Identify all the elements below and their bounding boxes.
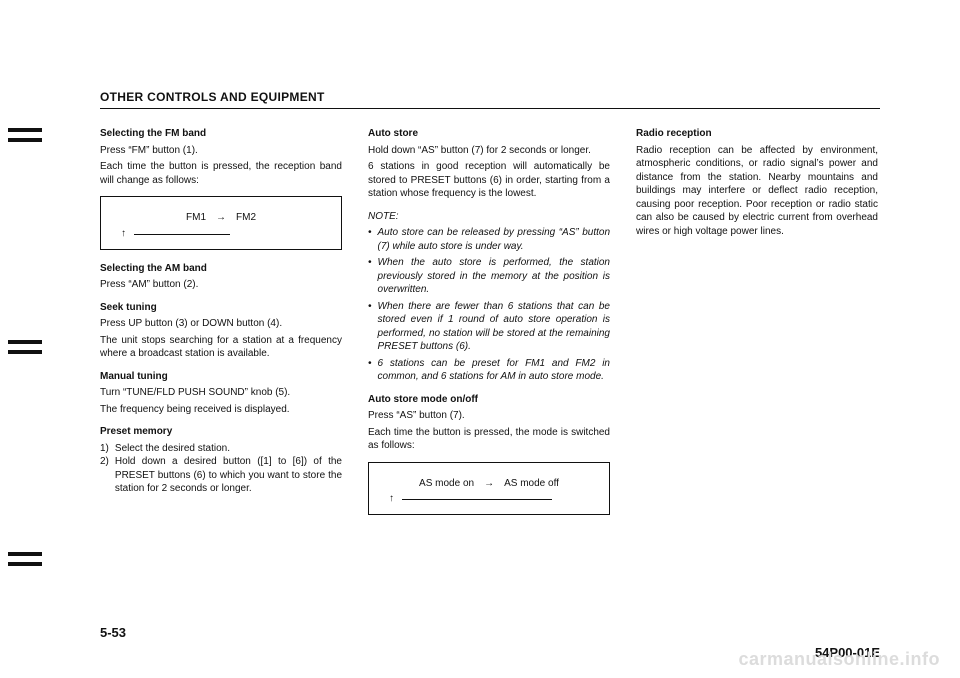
watermark: carmanualsonline.info bbox=[738, 649, 940, 670]
bullet-icon: • bbox=[368, 300, 372, 354]
note-text: When there are fewer than 6 stations tha… bbox=[378, 300, 610, 354]
note-text: When the auto store is performed, the st… bbox=[378, 256, 610, 297]
asmode-cycle-box: AS mode on → AS mode off ↑ bbox=[368, 462, 610, 516]
text: Press UP button (3) or DOWN button (4). bbox=[100, 317, 342, 331]
preset-steps: 1) Select the desired station. 2)Hold dow… bbox=[100, 442, 342, 496]
fm-cycle-row: FM1 → FM2 bbox=[113, 211, 329, 225]
text: Press “FM” button (1). bbox=[100, 144, 342, 158]
list-item: 1) Select the desired station. bbox=[100, 442, 342, 456]
binder-mark bbox=[8, 350, 42, 354]
binder-mark bbox=[8, 128, 42, 132]
text: Press “AS” button (7). bbox=[368, 409, 610, 423]
arrow-up-icon: ↑ bbox=[389, 494, 394, 504]
loop-arrow: ↑ bbox=[113, 229, 329, 239]
page-number: 5-53 bbox=[100, 625, 126, 640]
heading-seek: Seek tuning bbox=[100, 302, 157, 313]
bullet-icon: • bbox=[368, 226, 372, 253]
binder-mark bbox=[8, 562, 42, 566]
text: Turn “TUNE/FLD PUSH SOUND” knob (5). bbox=[100, 386, 342, 400]
heading-radio-reception: Radio reception bbox=[636, 128, 712, 139]
heading-fm-band: Selecting the FM band bbox=[100, 128, 206, 139]
binder-marks-top bbox=[8, 128, 42, 142]
binder-mark bbox=[8, 552, 42, 556]
step-text: Hold down a desired button ([1] to [6]) … bbox=[115, 455, 342, 496]
heading-manual: Manual tuning bbox=[100, 371, 168, 382]
list-item: •Auto store can be released by pressing … bbox=[368, 226, 610, 253]
loop-line bbox=[402, 494, 552, 500]
text: Radio reception can be affected by envir… bbox=[636, 144, 878, 239]
fm-cycle-box: FM1 → FM2 ↑ bbox=[100, 196, 342, 250]
column-1: Selecting the FM band Press “FM” button … bbox=[100, 127, 342, 527]
text: 6 stations in good reception will automa… bbox=[368, 160, 610, 201]
loop-line bbox=[134, 229, 230, 235]
text: The unit stops searching for a station a… bbox=[100, 334, 342, 361]
arrow-right-icon: → bbox=[216, 211, 226, 225]
heading-am-band: Selecting the AM band bbox=[100, 263, 207, 274]
list-item: •6 stations can be preset for FM1 and FM… bbox=[368, 357, 610, 384]
asmode-off-label: AS mode off bbox=[504, 477, 559, 491]
text: Each time the button is pressed, the rec… bbox=[100, 160, 342, 187]
step-number: 1) bbox=[100, 442, 109, 456]
bullet-icon: • bbox=[368, 357, 372, 384]
note-list: •Auto store can be released by pressing … bbox=[368, 226, 610, 384]
note-label: NOTE: bbox=[368, 210, 610, 224]
column-2: Auto store Hold down “AS” button (7) for… bbox=[368, 127, 610, 527]
fm1-label: FM1 bbox=[186, 211, 206, 225]
page-body: OTHER CONTROLS AND EQUIPMENT Selecting t… bbox=[100, 90, 880, 618]
text: Each time the button is pressed, the mod… bbox=[368, 426, 610, 453]
arrow-up-icon: ↑ bbox=[121, 229, 126, 239]
step-text: Select the desired station. bbox=[115, 442, 230, 456]
fm2-label: FM2 bbox=[236, 211, 256, 225]
column-3: Radio reception Radio reception can be a… bbox=[636, 127, 878, 527]
list-item: •When the auto store is performed, the s… bbox=[368, 256, 610, 297]
heading-asmode: Auto store mode on/off bbox=[368, 394, 478, 405]
text: Press “AM” button (2). bbox=[100, 278, 342, 292]
text: Hold down “AS” button (7) for 2 seconds … bbox=[368, 144, 610, 158]
note-text: Auto store can be released by pressing “… bbox=[378, 226, 610, 253]
arrow-right-icon: → bbox=[484, 477, 494, 491]
section-header: OTHER CONTROLS AND EQUIPMENT bbox=[100, 90, 880, 109]
binder-marks-mid bbox=[8, 340, 42, 354]
heading-autostore: Auto store bbox=[368, 128, 418, 139]
text: The frequency being received is displaye… bbox=[100, 403, 342, 417]
binder-mark bbox=[8, 340, 42, 344]
list-item: •When there are fewer than 6 stations th… bbox=[368, 300, 610, 354]
step-number: 2) bbox=[100, 455, 109, 496]
columns: Selecting the FM band Press “FM” button … bbox=[100, 127, 880, 527]
asmode-cycle-row: AS mode on → AS mode off bbox=[381, 477, 597, 491]
heading-preset: Preset memory bbox=[100, 426, 172, 437]
list-item: 2)Hold down a desired button ([1] to [6]… bbox=[100, 455, 342, 496]
asmode-on-label: AS mode on bbox=[419, 477, 474, 491]
note-text: 6 stations can be preset for FM1 and FM2… bbox=[378, 357, 610, 384]
loop-arrow: ↑ bbox=[381, 494, 597, 504]
binder-mark bbox=[8, 138, 42, 142]
binder-marks-bot bbox=[8, 552, 42, 566]
bullet-icon: • bbox=[368, 256, 372, 297]
